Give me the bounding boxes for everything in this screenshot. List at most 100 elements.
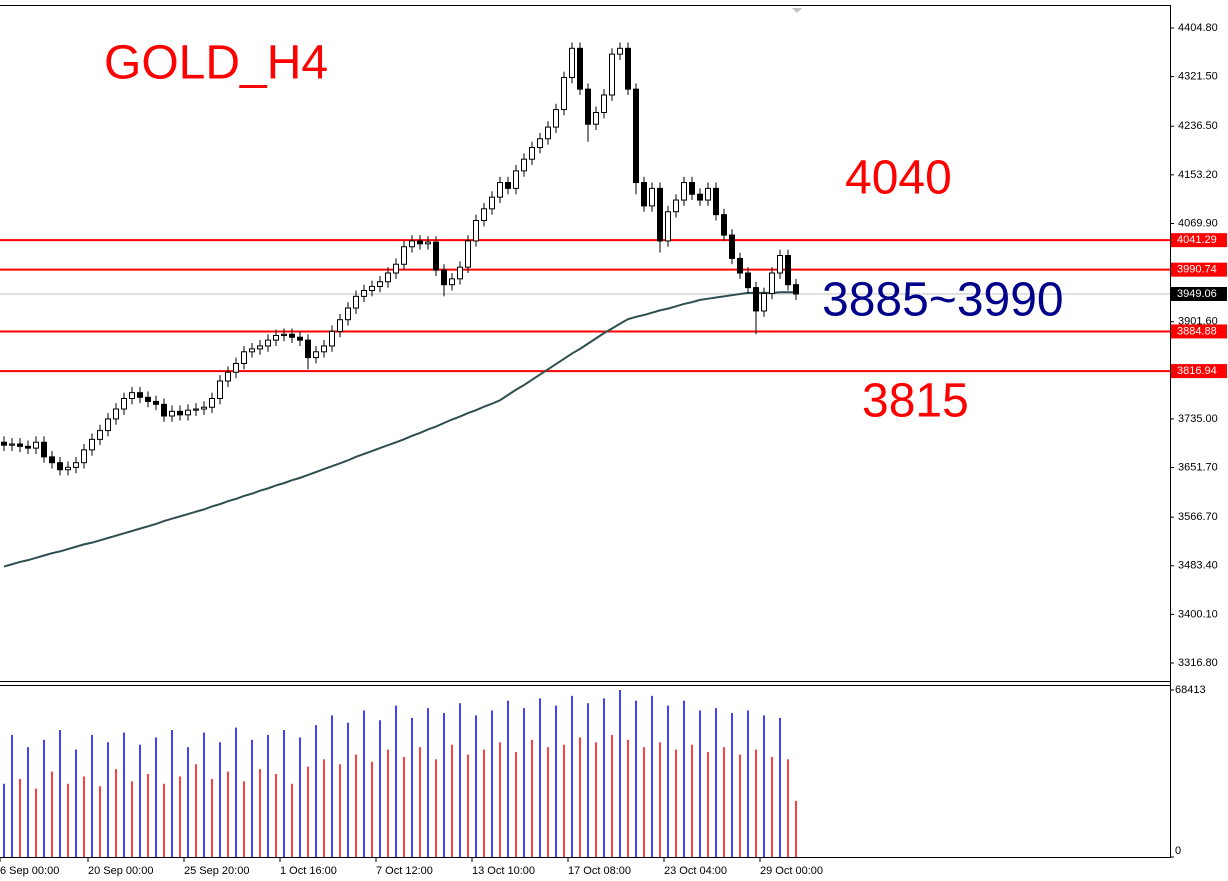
candle-body (457, 266, 463, 280)
y-tick-label: 3566.70 (1178, 511, 1218, 523)
candle-body (497, 182, 503, 198)
candle-body (521, 158, 527, 172)
candle-body (169, 410, 175, 417)
candle-body (113, 408, 119, 420)
candle-body (89, 438, 95, 451)
level-box (1171, 324, 1227, 339)
candle-body (641, 182, 647, 207)
level-label: 3884.88 (1177, 325, 1217, 337)
candle-body (105, 418, 111, 432)
x-tick-label: 6 Sep 00:00 (0, 865, 59, 877)
candle-body (73, 462, 79, 468)
x-tick-label: 25 Sep 20:00 (184, 865, 249, 877)
candle-body (241, 351, 247, 364)
candle-body (57, 462, 63, 471)
y-tick-label: 3400.10 (1178, 608, 1218, 620)
x-tick-label: 20 Sep 00:00 (88, 865, 153, 877)
candle-body (785, 255, 791, 286)
shift-marker (792, 8, 802, 13)
candle-body (177, 410, 183, 416)
candle-body (249, 348, 255, 353)
candle-body (593, 112, 599, 125)
candle-body (361, 290, 367, 297)
candle-body (337, 319, 343, 332)
candle-body (1, 441, 7, 446)
candle-body (753, 287, 759, 312)
candle-body (369, 285, 375, 292)
candle-body (425, 241, 431, 245)
x-tick-label: 13 Oct 10:00 (472, 865, 535, 877)
x-tick-label: 23 Oct 04:00 (664, 865, 727, 877)
candle-body (161, 403, 167, 417)
candle-body (97, 430, 103, 440)
level-label: 4041.29 (1177, 234, 1217, 246)
candle-body (545, 126, 551, 140)
candle-body (729, 234, 735, 259)
candle-body (665, 211, 671, 242)
candle-body (601, 94, 607, 114)
volume-tick-label: 68413 (1175, 684, 1206, 696)
level-box (1171, 233, 1227, 248)
candle-body (329, 330, 335, 347)
y-tick-label: 4321.50 (1178, 71, 1218, 83)
level-box (1171, 364, 1227, 379)
candle-body (529, 147, 535, 160)
candle-body (609, 53, 615, 96)
candle-body (737, 257, 743, 274)
candle-body (65, 466, 71, 471)
candle-body (793, 284, 799, 295)
candle-body (777, 255, 783, 274)
candle-body (713, 187, 719, 216)
candle-body (353, 295, 359, 309)
candle-body (681, 182, 687, 201)
level-label: 3990.74 (1177, 264, 1217, 276)
candle-body (49, 456, 55, 464)
y-tick-label: 3651.70 (1178, 461, 1218, 473)
candle-body (145, 396, 151, 402)
candle-body (289, 333, 295, 338)
candle-body (33, 441, 39, 449)
annotation: 3885~3990 (822, 274, 1064, 327)
candle-body (121, 397, 127, 410)
candle-body (41, 441, 47, 458)
candle-body (561, 76, 567, 111)
candle-body (721, 214, 727, 236)
candle-body (385, 272, 391, 283)
candle-body (401, 246, 407, 265)
moving-average (3, 291, 796, 568)
candle-body (553, 109, 559, 128)
candle-body (17, 443, 23, 447)
candle-body (761, 292, 767, 312)
plot-area: 4404.804321.504236.504153.204069.903901.… (0, 22, 1227, 877)
candle-body (209, 397, 215, 408)
candle-body (265, 339, 271, 347)
candle-body (417, 240, 423, 245)
price-box (1171, 286, 1227, 301)
candle-body (705, 187, 711, 201)
candle-body (305, 339, 311, 359)
candle-body (193, 408, 199, 411)
candle-body (129, 392, 135, 399)
candle-body (185, 409, 191, 416)
candle-body (281, 333, 287, 336)
candle-body (537, 138, 543, 149)
candle-body (577, 47, 583, 90)
candle-body (409, 240, 415, 248)
candle-body (769, 272, 775, 294)
candle-body (393, 263, 399, 274)
y-tick-label: 3316.80 (1178, 657, 1218, 669)
candle-body (617, 47, 623, 55)
candle-body (689, 182, 695, 195)
x-tick-label: 7 Oct 12:00 (376, 865, 433, 877)
x-tick-label: 1 Oct 16:00 (280, 865, 337, 877)
candle-body (201, 406, 207, 410)
candle-body (569, 47, 575, 78)
annotation: 4040 (845, 152, 952, 205)
candle-body (633, 88, 639, 184)
candle-body (297, 336, 303, 341)
candle-body (489, 196, 495, 210)
candle-body (441, 269, 447, 286)
candle-body (137, 392, 143, 398)
